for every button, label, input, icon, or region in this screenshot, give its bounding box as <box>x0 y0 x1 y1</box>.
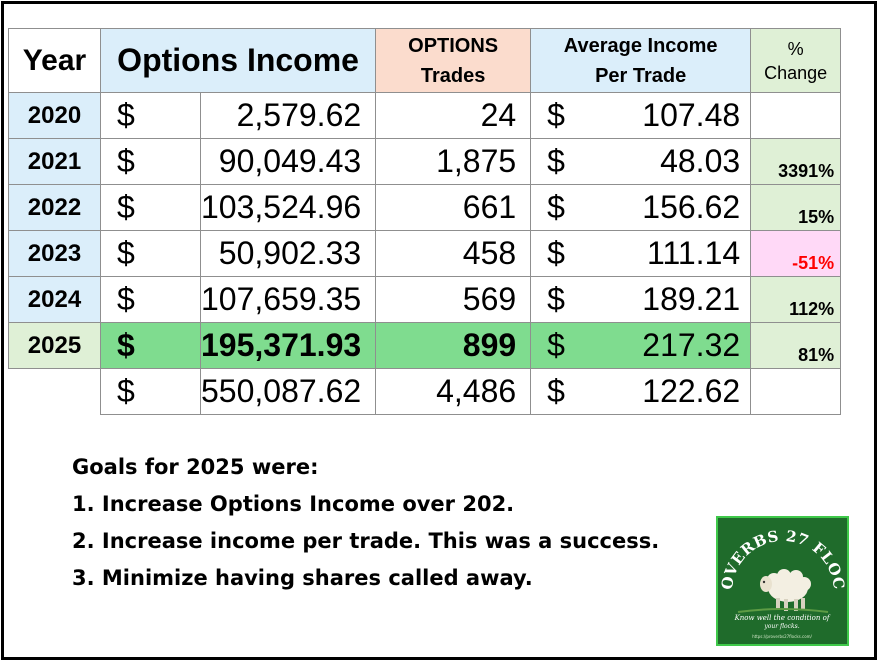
total-income-value: 550,087.62 <box>199 368 377 415</box>
table-row-2021: 2021 $ 90,049.43 1,875 $48.03 3391% <box>8 138 842 185</box>
dollar-sign: $ <box>547 327 565 363</box>
goal-item-1: 1. Increase Options Income over 202. <box>72 492 515 516</box>
pct-value: 3391% <box>750 138 842 185</box>
table-row-2023: 2023 $ 50,902.33 458 $111.14 -51% <box>8 230 842 277</box>
income-value: 90,049.43 <box>199 138 377 185</box>
goal-item-2: 2. Increase income per trade. This was a… <box>72 529 660 553</box>
dollar-sign: $ <box>547 281 565 317</box>
goal-item-3: 3. Minimize having shares called away. <box>72 566 533 590</box>
header-avg-line2: Per Trade <box>595 64 687 87</box>
trades-value: 458 <box>375 230 532 277</box>
header-avg-line1: Average Income <box>563 34 718 57</box>
year-cell: 2024 <box>8 276 101 323</box>
header-pct-line1: % <box>787 38 804 59</box>
table-row-2020: 2020 $ 2,579.62 24 $107.48 <box>8 92 842 139</box>
pct-value: 81% <box>750 322 842 369</box>
total-year-blank <box>9 369 101 415</box>
trades-value: 661 <box>375 184 532 231</box>
avg-value: $48.03 <box>530 138 752 185</box>
avg-value: $217.32 <box>530 322 752 369</box>
dollar-sign: $ <box>100 276 201 323</box>
avg-value: $107.48 <box>530 92 752 139</box>
table-row-2022: 2022 $ 103,524.96 661 $156.62 15% <box>8 184 842 231</box>
dollar-sign: $ <box>100 230 201 277</box>
table-header-row: Year Options Income OPTIONS Trades Avera… <box>8 28 842 93</box>
income-value: 195,371.93 <box>199 322 377 369</box>
total-pct-blank <box>750 368 842 415</box>
trades-value: 1,875 <box>375 138 532 185</box>
total-avg-value: $122.62 <box>530 368 752 415</box>
trades-value: 899 <box>375 322 532 369</box>
income-value: 103,524.96 <box>199 184 377 231</box>
avg-value: $111.14 <box>530 230 752 277</box>
pct-value: 112% <box>750 276 842 323</box>
total-trades-value: 4,486 <box>375 368 532 415</box>
svg-text:your flocks.: your flocks. <box>763 623 799 630</box>
dollar-sign: $ <box>547 235 565 271</box>
avg-value: $189.21 <box>530 276 752 323</box>
logo-tagline: Know well the condition of <box>734 614 831 622</box>
dollar-sign: $ <box>100 368 201 415</box>
svg-text:https://proverbs27flocks.com/: https://proverbs27flocks.com/ <box>752 634 812 639</box>
header-pct-line2: Change <box>764 62 828 83</box>
year-cell: 2020 <box>8 92 101 139</box>
avg-value: $156.62 <box>530 184 752 231</box>
income-value: 50,902.33 <box>199 230 377 277</box>
dollar-sign: $ <box>547 143 565 179</box>
header-percent-change: % Change <box>750 28 842 93</box>
table-row-2024: 2024 $ 107,659.35 569 $189.21 112% <box>8 276 842 323</box>
dollar-sign: $ <box>547 97 565 133</box>
table-row-total: $ 550,087.62 4,486 $122.62 <box>9 368 842 415</box>
dollar-sign: $ <box>100 92 201 139</box>
goals-title: Goals for 2025 were: <box>72 455 319 479</box>
income-value: 2,579.62 <box>199 92 377 139</box>
header-trades-line1: OPTIONS <box>408 34 499 57</box>
income-value: 107,659.35 <box>199 276 377 323</box>
header-options-income: Options Income <box>99 28 377 93</box>
dollar-sign: $ <box>100 184 201 231</box>
year-cell: 2022 <box>8 184 101 231</box>
dollar-sign: $ <box>100 138 201 185</box>
goals-list: Goals for 2025 were: 1. Increase Options… <box>72 452 659 600</box>
dollar-sign: $ <box>100 322 201 369</box>
year-cell: 2021 <box>8 138 101 185</box>
dollar-sign: $ <box>547 189 565 225</box>
options-income-table: Year Options Income OPTIONS Trades Avera… <box>8 28 842 415</box>
header-trades-line2: Trades <box>420 64 486 87</box>
proverbs-27-flocks-logo: PROVERBS 27 FLOCKS Know well the conditi… <box>716 516 849 646</box>
year-cell: 2023 <box>8 230 101 277</box>
sheep-logo-icon: PROVERBS 27 FLOCKS Know well the conditi… <box>718 518 847 644</box>
pct-value: 15% <box>750 184 842 231</box>
year-cell: 2025 <box>8 322 101 369</box>
header-year: Year <box>8 28 101 93</box>
trades-value: 569 <box>375 276 532 323</box>
pct-value <box>750 92 842 139</box>
trades-value: 24 <box>375 92 532 139</box>
table-row-2025: 2025 $ 195,371.93 899 $217.32 81% <box>8 322 842 369</box>
dollar-sign: $ <box>547 373 565 409</box>
header-average-income: Average Income Per Trade <box>530 28 752 93</box>
pct-value-negative: -51% <box>750 230 842 277</box>
header-options-trades: OPTIONS Trades <box>375 28 532 93</box>
